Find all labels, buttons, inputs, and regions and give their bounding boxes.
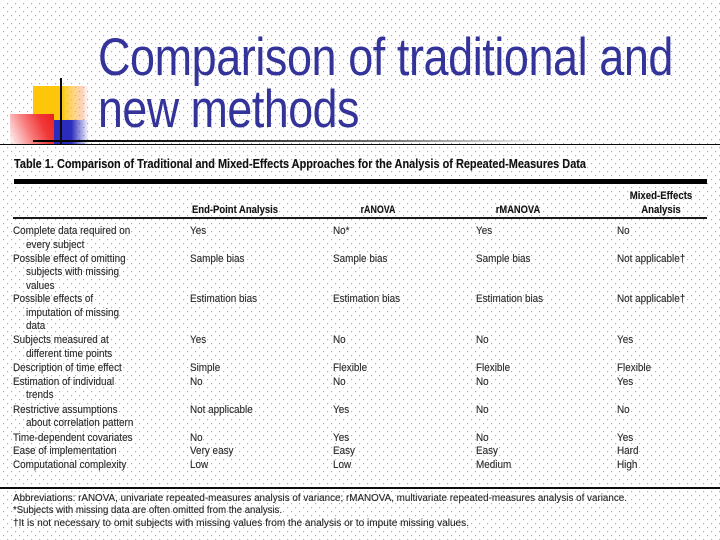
cell-value: Yes <box>190 225 207 238</box>
row-label: Estimation of individual trends <box>13 375 115 402</box>
table-caption: Table 1. Comparison of Traditional and M… <box>14 155 586 171</box>
table-row: Subjects measured at different time point… <box>13 334 720 361</box>
row-label: Possible effect of omitting subjects with… <box>13 252 126 292</box>
table-row: Ease of implementation Very easy Easy Easy H… <box>13 445 720 459</box>
decor-red-square <box>10 113 54 145</box>
cell-value: Flexible <box>333 362 368 375</box>
cell-value: No <box>475 403 489 416</box>
row-label: Computational complexity <box>13 458 127 471</box>
cell-value: Yes <box>333 431 350 444</box>
cell-value: No <box>475 375 489 388</box>
table-top-rule <box>13 179 707 185</box>
table-row: Complete data required on every subject Ye… <box>13 225 720 252</box>
table-row: Possible effects of imputation of missing… <box>13 293 720 334</box>
row-label: Possible effects of imputation of missing… <box>13 293 119 333</box>
table-row: Restrictive assumptions about correlation… <box>13 404 720 431</box>
cell-value: Yes <box>616 375 633 388</box>
row-label: Complete data required on every subject <box>13 225 131 251</box>
cell-value: Sample bias <box>190 252 245 265</box>
row-label: Restrictive assumptions about correlation… <box>13 403 134 430</box>
cell-value: Estimation bias <box>475 293 543 306</box>
decor-vertical-line <box>60 77 62 145</box>
cell-value: Hard <box>616 445 638 458</box>
cell-value: Not applicable† <box>616 252 685 265</box>
table-body: Complete data required on every subject Ye… <box>13 225 720 472</box>
table-row: Description of time effect Simple Flexible… <box>13 362 720 376</box>
row-label: Time-dependent covariates <box>13 431 133 444</box>
cell-value: No <box>475 334 489 347</box>
cell-value: No <box>616 225 630 238</box>
table-bottom-rule <box>0 486 720 490</box>
cell-value: Yes <box>475 225 492 238</box>
cell-value: No <box>475 431 489 444</box>
table-footnotes: Abbreviations: rANOVA, univariate repeat… <box>12 492 627 531</box>
footnote-dagger: †It is not necessary to omit subjects wi… <box>12 517 469 529</box>
decor-pink-overlay <box>62 85 89 121</box>
col-header-mixed-effects: Mixed-Effects Analysis <box>630 190 693 216</box>
cell-value: Low <box>333 458 352 471</box>
footnote-abbreviations: Abbreviations: rANOVA, univariate repeat… <box>12 492 627 504</box>
cell-value: Estimation bias <box>190 293 258 306</box>
table-row: Possible effect of omitting subjects with… <box>13 253 720 294</box>
cell-value: Simple <box>190 362 221 375</box>
cell-value: Not applicable <box>190 403 253 416</box>
cell-value: No* <box>333 225 350 238</box>
decor-gradient-underline <box>33 139 570 143</box>
table-header-row: End-Point Analysis rANOVA rMANOVA Mixed-… <box>0 188 720 217</box>
cell-value: Yes <box>333 403 350 416</box>
table-row: Estimation of individual trends No No No Yes <box>13 376 720 403</box>
cell-value: No <box>190 431 203 444</box>
cell-value: Easy <box>475 445 498 458</box>
cell-value: Yes <box>616 431 633 444</box>
cell-value: No <box>616 403 630 416</box>
col-header-end-point: End-Point Analysis <box>191 203 279 216</box>
cell-value: Yes <box>190 334 207 347</box>
row-label: Subjects measured at different time point… <box>13 334 113 360</box>
col-header-ranova: rANOVA <box>360 203 395 216</box>
cell-value: Easy <box>333 445 356 458</box>
cell-value: Medium <box>475 458 511 471</box>
cell-value: Flexible <box>616 362 651 375</box>
table-row: Computational complexity Low Low Medium High <box>13 459 720 473</box>
table-header-rule <box>13 217 707 220</box>
cell-value: No <box>333 334 346 347</box>
col-header-rmanova: rMANOVA <box>495 203 540 216</box>
cell-value: Low <box>190 458 209 471</box>
cell-value: No <box>333 375 346 388</box>
slide-title-line2: new methods <box>98 79 359 139</box>
title-separator-line <box>0 143 720 146</box>
cell-value: Flexible <box>475 362 510 375</box>
table-row: Time-dependent covariates No Yes No Yes <box>13 432 720 446</box>
row-label: Ease of implementation <box>13 445 117 458</box>
cell-value: Not applicable† <box>616 293 685 306</box>
row-label: Description of time effect <box>13 362 122 375</box>
cell-value: High <box>616 458 637 471</box>
cell-value: Very easy <box>190 445 234 458</box>
cell-value: Sample bias <box>333 252 388 265</box>
cell-value: No <box>190 375 203 388</box>
cell-value: Estimation bias <box>333 293 401 306</box>
slide-title-line1: Comparison of traditional and <box>98 28 673 87</box>
cell-value: Sample bias <box>475 252 530 265</box>
cell-value: Yes <box>616 334 633 347</box>
footnote-asterisk: *Subjects with missing data are often om… <box>12 505 282 517</box>
